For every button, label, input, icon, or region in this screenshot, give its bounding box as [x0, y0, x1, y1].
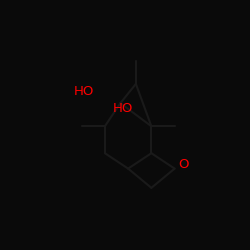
Text: HO: HO: [112, 102, 133, 116]
Text: O: O: [178, 158, 189, 171]
Text: HO: HO: [74, 85, 94, 98]
